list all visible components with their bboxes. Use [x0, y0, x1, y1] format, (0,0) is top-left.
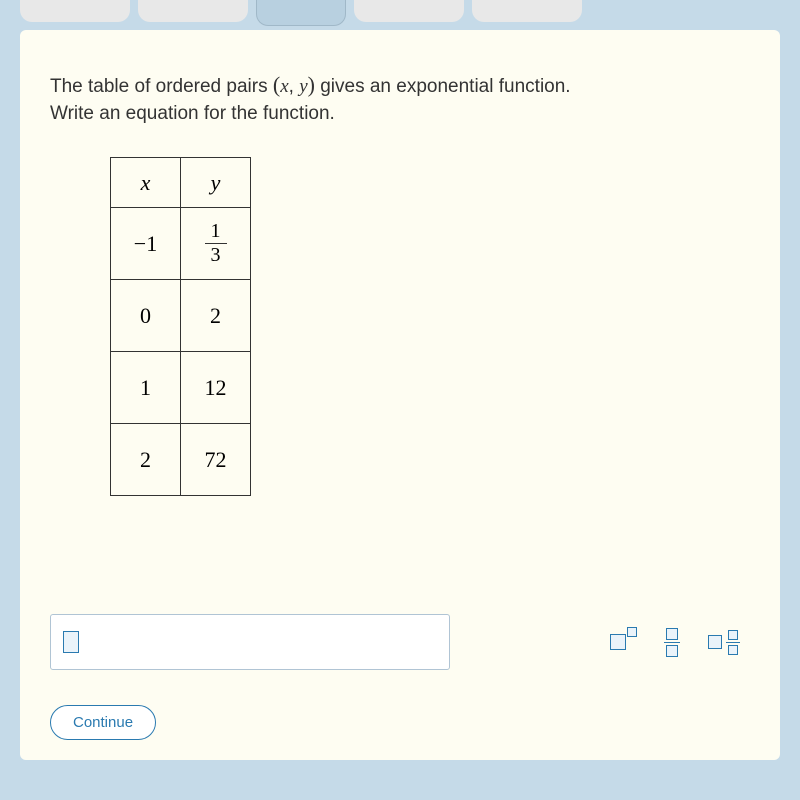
- exponent-tool[interactable]: [610, 634, 636, 650]
- data-table: x y −1 1 3 0 2 1 12 2 72: [110, 157, 251, 496]
- tab-center[interactable]: [256, 0, 346, 26]
- mixed-num-icon: [728, 630, 738, 640]
- answer-row: [50, 614, 750, 670]
- table-header-row: x y: [111, 158, 251, 208]
- question-panel: The table of ordered pairs (x, y) gives …: [20, 30, 780, 760]
- fraction-numerator: 1: [205, 220, 227, 244]
- header-y: y: [181, 158, 251, 208]
- top-tabs: [0, 0, 800, 30]
- continue-button[interactable]: Continue: [50, 705, 156, 740]
- fraction-denominator: 3: [205, 244, 227, 267]
- cell-x: 1: [111, 352, 181, 424]
- cell-x: 2: [111, 424, 181, 496]
- table-row: 1 12: [111, 352, 251, 424]
- table-row: −1 1 3: [111, 208, 251, 280]
- fraction-num-icon: [666, 628, 678, 640]
- prompt-text-1: The table of ordered pairs: [50, 76, 273, 97]
- cell-y: 12: [181, 352, 251, 424]
- mixed-bar-icon: [726, 642, 740, 643]
- tab-left-1[interactable]: [20, 0, 130, 22]
- table-row: 2 72: [111, 424, 251, 496]
- table-row: 0 2: [111, 280, 251, 352]
- fraction: 1 3: [205, 220, 227, 267]
- var-y: y: [299, 76, 307, 97]
- exponent-base-icon: [610, 634, 626, 650]
- answer-input[interactable]: [50, 614, 450, 670]
- paren-close: ): [308, 72, 315, 97]
- tab-right-1[interactable]: [354, 0, 464, 22]
- cell-x: 0: [111, 280, 181, 352]
- input-placeholder-icon: [63, 631, 79, 653]
- tab-left-2[interactable]: [138, 0, 248, 22]
- fraction-tool[interactable]: [664, 628, 680, 657]
- fraction-den-icon: [666, 645, 678, 657]
- cell-y: 72: [181, 424, 251, 496]
- math-tool-tray: [610, 628, 750, 657]
- prompt-text-3: Write an equation for the function.: [50, 103, 335, 124]
- tab-right-2[interactable]: [472, 0, 582, 22]
- fraction-bar-icon: [664, 642, 680, 643]
- cell-y: 2: [181, 280, 251, 352]
- pair-sep: ,: [289, 76, 300, 97]
- mixed-number-tool[interactable]: [708, 630, 740, 655]
- question-prompt: The table of ordered pairs (x, y) gives …: [50, 70, 750, 127]
- cell-y: 1 3: [181, 208, 251, 280]
- mixed-den-icon: [728, 645, 738, 655]
- exponent-sup-icon: [627, 627, 637, 637]
- var-x: x: [280, 76, 288, 97]
- cell-x: −1: [111, 208, 181, 280]
- header-x: x: [111, 158, 181, 208]
- mixed-frac-icon: [726, 630, 740, 655]
- prompt-text-2: gives an exponential function.: [315, 76, 571, 97]
- mixed-whole-icon: [708, 635, 722, 649]
